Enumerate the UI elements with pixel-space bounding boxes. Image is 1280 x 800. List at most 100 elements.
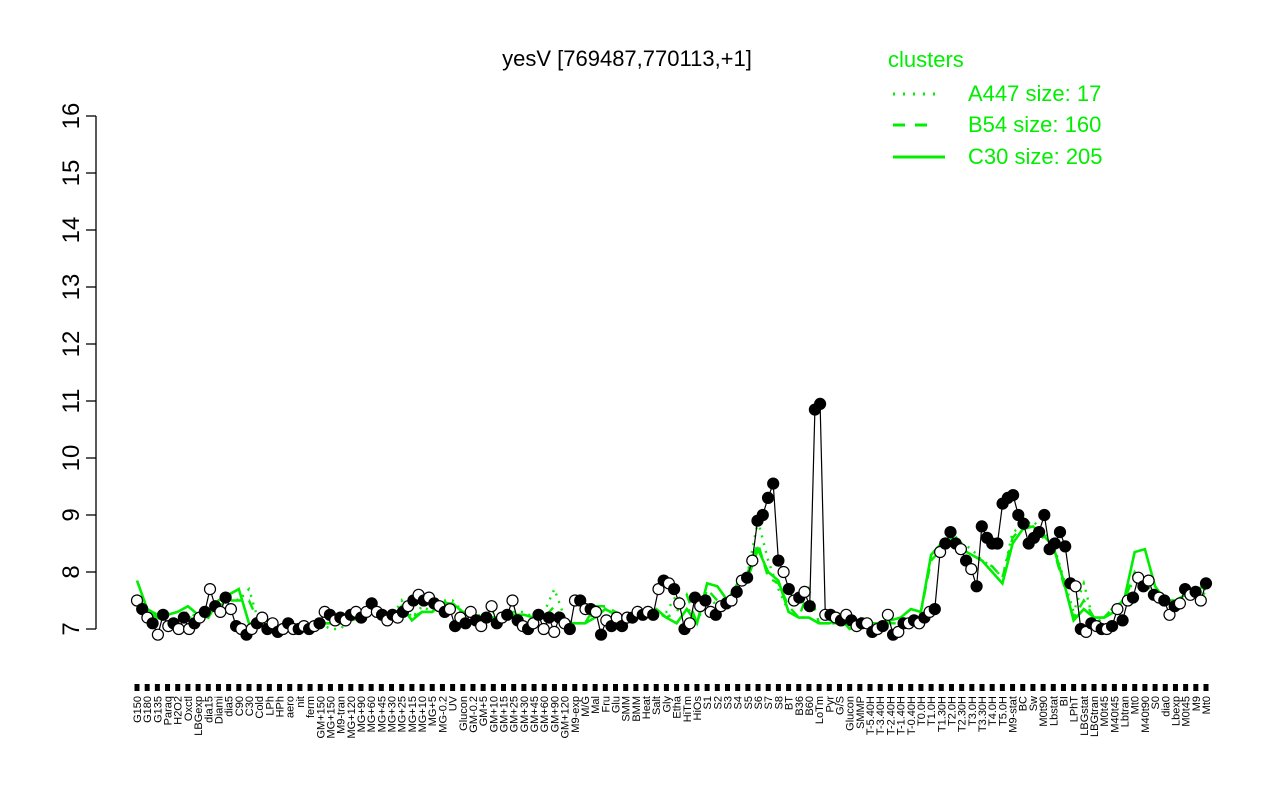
- x-tick-label: GM+150: [315, 696, 327, 739]
- x-tick: [633, 684, 639, 691]
- series-line-dashed: [136, 525, 1206, 631]
- x-tick-label: T4.0H: [987, 696, 999, 726]
- x-tick-label: SMMP: [855, 696, 867, 729]
- x-tick-label: LPhT: [1069, 696, 1081, 723]
- x-tick-label: G/S: [834, 696, 846, 715]
- x-tick: [307, 684, 313, 691]
- x-tick-label: GM+45: [529, 696, 541, 732]
- x-tick-label: MG+25: [397, 696, 409, 732]
- x-tick: [816, 684, 822, 691]
- data-point: [1173, 597, 1187, 610]
- x-tick: [327, 684, 333, 691]
- legend-title: clusters: [888, 47, 964, 72]
- x-tick: [969, 684, 975, 691]
- data-point: [1126, 591, 1140, 604]
- data-point: [480, 611, 493, 624]
- data-point: [485, 600, 498, 613]
- x-tick-label: Paraq: [163, 696, 175, 725]
- data-point: [970, 580, 983, 593]
- x-tick: [1111, 684, 1117, 691]
- x-tick-label: Lbtran: [1120, 696, 1132, 727]
- x-tick-label: BMM: [631, 696, 643, 722]
- data-point: [177, 611, 190, 624]
- x-tick-label: MG+30: [387, 696, 399, 732]
- x-tick-label: GM-0.2: [468, 696, 480, 733]
- x-tick-label: C30: [244, 696, 256, 716]
- data-point: [1059, 540, 1072, 553]
- x-tick-label: GM+15: [499, 696, 511, 732]
- x-tick-label: Lbexp: [1170, 696, 1182, 726]
- x-tick: [1203, 684, 1209, 691]
- x-tick: [419, 684, 425, 691]
- x-tick: [908, 684, 914, 691]
- data-point: [563, 622, 576, 636]
- x-tick-label: S6: [753, 696, 765, 709]
- x-tick: [389, 684, 395, 691]
- data-point: [1105, 619, 1119, 633]
- x-tick: [277, 684, 283, 691]
- x-tick-label: M0t45: [1181, 696, 1193, 727]
- data-point: [730, 585, 743, 599]
- legend-entry: C30 size: 205: [968, 144, 1103, 169]
- x-tick: [826, 684, 832, 691]
- data-point: [782, 582, 795, 596]
- x-tick-label: Cold: [254, 696, 266, 719]
- x-tick-label: M9-exp: [570, 696, 582, 733]
- data-point: [574, 594, 587, 607]
- x-tick-label: T3.30H: [977, 696, 989, 732]
- data-point: [699, 594, 712, 607]
- x-tick: [1091, 684, 1097, 691]
- data-point: [798, 585, 811, 599]
- x-tick-label: MG+10: [417, 696, 429, 732]
- series-lines: [135, 519, 1207, 631]
- data-point: [954, 543, 968, 556]
- x-tick-label: Glucon: [845, 696, 857, 731]
- x-tick: [867, 684, 873, 691]
- y-tick-label: 15: [58, 160, 85, 187]
- data-point: [1032, 525, 1046, 539]
- x-tick: [195, 684, 201, 691]
- data-point: [537, 622, 550, 636]
- data-point: [1053, 525, 1067, 539]
- data-point: [1038, 508, 1051, 522]
- x-tick: [551, 684, 557, 691]
- data-point: [761, 491, 775, 504]
- x-tick: [297, 684, 303, 691]
- x-tick-label: LBGtran: [1089, 696, 1101, 737]
- y-tick-label: 8: [58, 565, 85, 578]
- y-tick-label: 14: [58, 217, 85, 244]
- x-tick: [806, 684, 812, 691]
- x-tick: [185, 684, 191, 691]
- x-tick: [1010, 684, 1016, 691]
- x-tick-label: UV: [448, 695, 460, 711]
- x-tick: [877, 684, 883, 691]
- x-tick: [134, 684, 140, 691]
- x-tick-label: dia15: [203, 696, 215, 723]
- x-tick: [378, 684, 384, 691]
- series-line-solid: [135, 524, 1207, 631]
- x-tick-label: S2: [712, 696, 724, 709]
- data-point: [146, 617, 159, 630]
- x-tick-label: S8: [773, 696, 785, 709]
- x-tick: [1071, 684, 1077, 691]
- x-tick-label: LoTm: [814, 696, 826, 724]
- x-tick-label: MG+90: [356, 696, 368, 732]
- x-tick-label: MG+150: [325, 696, 337, 739]
- x-tick-label: Glucon: [458, 696, 470, 731]
- x-tick: [215, 684, 221, 691]
- x-tick: [1193, 684, 1199, 691]
- x-tick: [999, 684, 1005, 691]
- data-point: [876, 619, 889, 633]
- x-tick: [938, 684, 944, 691]
- x-tick-label: M40t45: [1109, 696, 1121, 733]
- x-tick-label: M0t45: [1099, 696, 1111, 727]
- data-point: [975, 520, 988, 533]
- x-tick: [1040, 684, 1046, 691]
- data-point: [532, 608, 545, 621]
- x-tick-label: M9: [1191, 696, 1203, 711]
- x-tick: [480, 684, 486, 691]
- x-tick-label: Fru: [600, 696, 612, 713]
- x-tick-label: GM+10: [488, 696, 500, 732]
- x-tick-label: Glu: [611, 696, 623, 713]
